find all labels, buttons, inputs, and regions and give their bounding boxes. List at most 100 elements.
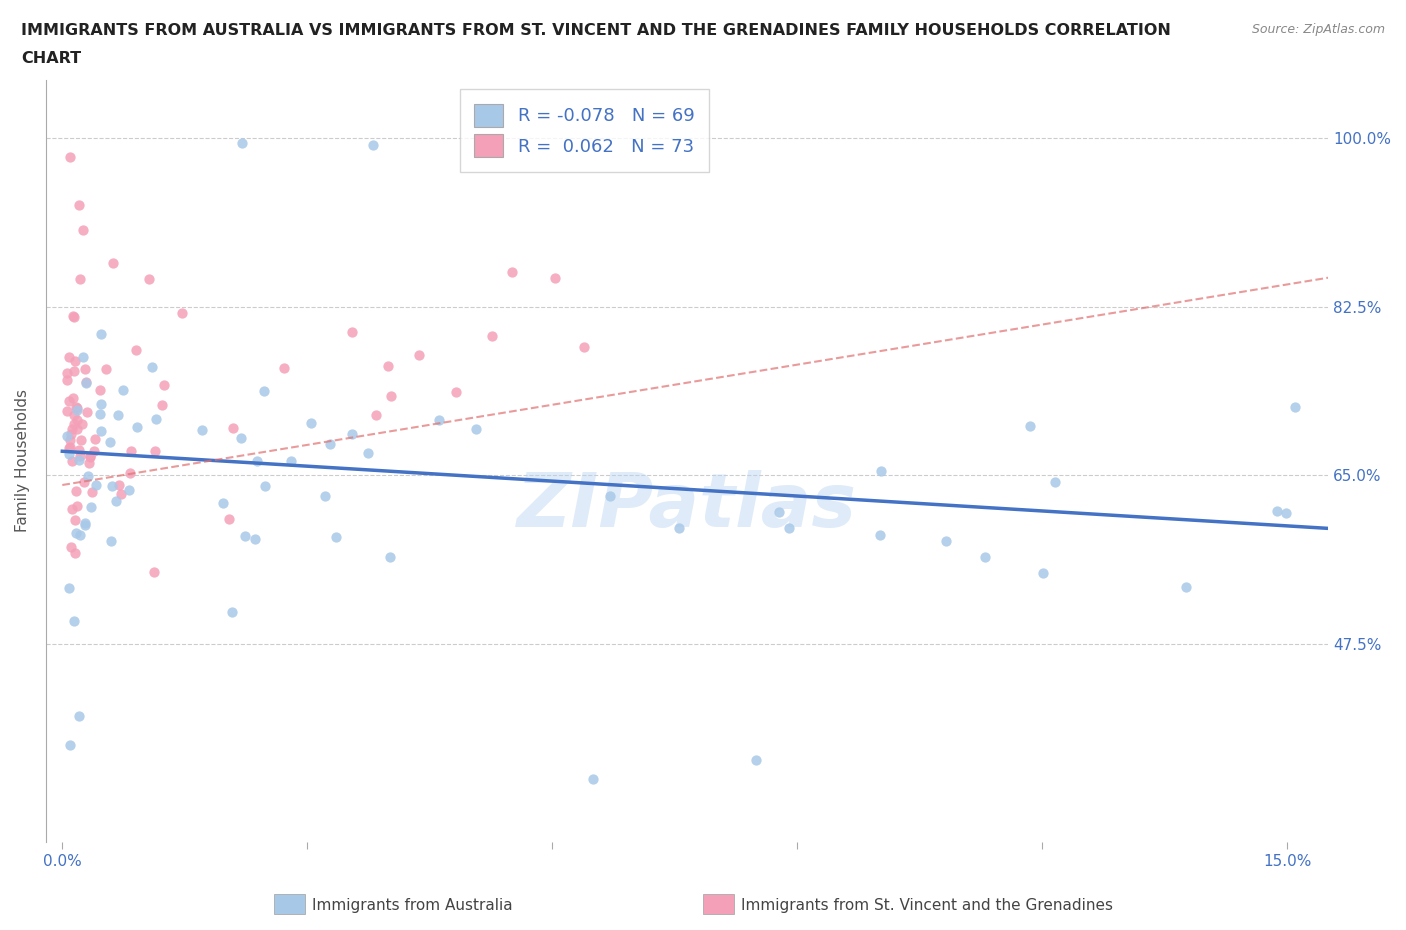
Point [229,431,252,445]
Point [63,353,86,368]
Point [67,452,90,467]
Point [60,421,83,436]
Text: CHART: CHART [21,51,82,66]
Point [65,526,87,541]
Point [110,486,132,501]
Point [65,484,87,498]
Point [1284,400,1306,415]
Point [125,342,148,357]
Point [572,339,595,354]
Text: Immigrants from Australia: Immigrants from Australia [312,898,513,913]
Point [79,448,101,463]
Point [668,520,690,535]
Point [59,150,82,165]
Point [59,427,82,442]
Point [90,396,112,411]
Point [364,407,387,422]
Point [233,529,256,544]
Point [69,448,91,463]
Point [125,420,148,435]
Point [70,417,93,432]
Text: ZIPatlas: ZIPatlas [517,470,858,543]
Point [361,138,384,153]
Point [89,383,111,398]
Point [934,534,956,549]
Text: Source: ZipAtlas.com: Source: ZipAtlas.com [1251,23,1385,36]
Point [63,364,86,379]
Point [299,416,322,431]
Point [869,527,891,542]
Point [107,407,129,422]
Point [56,365,79,380]
Point [59,440,82,455]
Point [63,512,86,527]
Point [212,496,235,511]
Point [145,412,167,427]
Y-axis label: Family Households: Family Households [15,390,30,532]
Point [111,382,134,397]
Point [218,512,240,526]
Legend: R = -0.078   N = 69, R =  0.062   N = 73: R = -0.078 N = 69, R = 0.062 N = 73 [460,89,709,172]
Point [190,422,212,437]
Point [65,400,87,415]
Point [66,412,89,427]
Point [58,580,80,595]
Point [380,388,402,403]
Point [501,264,523,279]
Point [63,614,86,629]
Point [779,521,801,536]
Point [89,406,111,421]
Point [544,271,567,286]
Point [1019,418,1042,433]
Point [356,445,378,460]
Point [84,478,107,493]
Point [66,401,89,416]
Point [150,397,173,412]
Point [83,444,105,458]
Point [221,604,243,619]
Point [58,441,80,456]
Point [427,413,450,428]
Point [973,550,995,565]
Point [1032,565,1054,580]
Point [67,709,90,724]
Point [77,469,100,484]
Point [62,454,84,469]
Point [73,516,96,531]
Point [56,404,79,418]
Point [319,436,342,451]
Point [66,421,89,436]
Point [280,454,302,469]
Point [340,426,363,441]
Point [380,550,402,565]
Point [118,483,141,498]
Point [80,499,103,514]
Point [67,443,90,458]
Point [66,403,89,418]
Point [77,456,100,471]
Point [1275,505,1298,520]
Point [120,444,142,458]
Point [72,349,94,364]
Point [325,530,347,545]
Point [745,752,768,767]
Point [768,504,790,519]
Point [60,502,83,517]
Point [1045,474,1067,489]
Point [101,256,124,271]
Point [444,385,467,400]
Point [246,454,269,469]
Point [94,362,117,377]
Point [172,305,194,320]
Point [222,420,245,435]
Point [98,434,121,449]
Point [73,518,96,533]
Point [59,737,82,752]
Point [101,479,124,494]
Point [314,489,336,504]
Point [90,326,112,341]
Point [481,328,503,343]
Point [142,565,165,579]
Point [83,432,105,446]
Point [58,447,80,462]
